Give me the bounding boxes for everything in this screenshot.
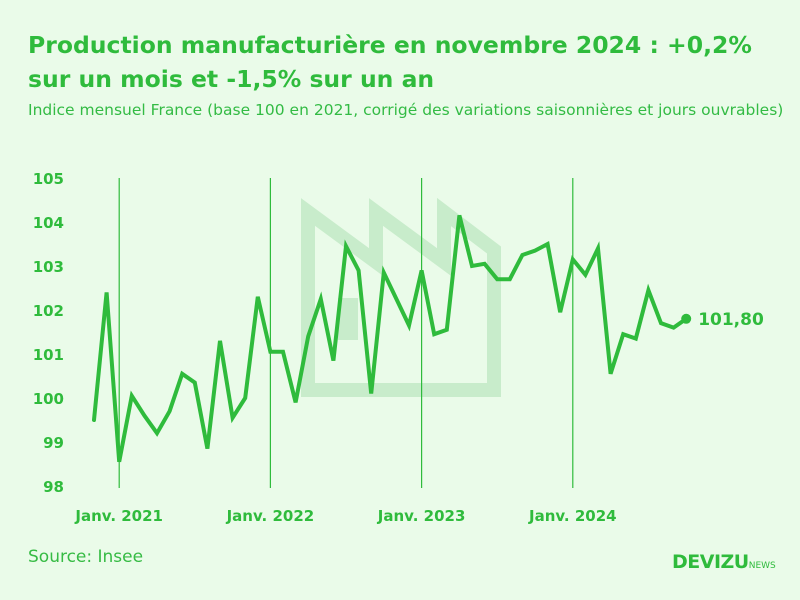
data-point [256, 295, 260, 299]
x-tick-label: Janv. 2023 [377, 507, 466, 525]
data-point [608, 372, 612, 376]
data-point [445, 328, 449, 332]
data-point [130, 394, 134, 398]
data-point [205, 446, 209, 450]
y-tick-label: 98 [43, 478, 64, 496]
data-point [293, 400, 297, 404]
y-tick-label: 99 [43, 434, 64, 452]
y-tick-label: 100 [33, 390, 64, 408]
data-point [344, 244, 348, 248]
data-point [218, 339, 222, 343]
x-tick-label: Janv. 2024 [528, 507, 617, 525]
data-point [621, 332, 625, 336]
x-tick-label: Janv. 2021 [74, 507, 163, 525]
data-point [180, 372, 184, 376]
data-point [117, 460, 121, 464]
data-point [155, 431, 159, 435]
data-point [306, 334, 310, 338]
brand-suffix: NEWS [748, 561, 776, 571]
series-line [92, 214, 689, 463]
factory-window [338, 298, 358, 340]
x-axis: Janv. 2021 Janv. 2022 Janv. 2023 Janv. 2024 [74, 507, 616, 525]
data-point [520, 253, 524, 257]
source-note: Source: Insee [28, 547, 144, 567]
y-tick-label: 103 [33, 258, 64, 276]
data-point [382, 270, 386, 274]
y-tick-label: 104 [33, 214, 64, 232]
brand-name: DEVIZU [672, 551, 749, 573]
data-point [331, 358, 335, 362]
data-point [583, 273, 587, 277]
data-point [167, 409, 171, 413]
factory-outline [301, 197, 501, 397]
data-point [356, 268, 360, 272]
y-axis: 105 104 103 102 101 100 99 98 [33, 170, 64, 496]
chart-title: Production manufacturière en novembre 20… [28, 31, 752, 93]
data-point [571, 257, 575, 261]
data-point [495, 277, 499, 281]
data-point [142, 413, 146, 417]
brand-logo: DEVIZUNEWS [672, 551, 776, 573]
data-point [646, 288, 650, 292]
data-point [394, 297, 398, 301]
factory-icon [301, 197, 501, 397]
data-point [230, 416, 234, 420]
data-point [634, 336, 638, 340]
data-point [92, 418, 96, 422]
data-point [419, 268, 423, 272]
data-point [545, 242, 549, 246]
data-point [243, 396, 247, 400]
data-point [596, 246, 600, 250]
data-point [319, 297, 323, 301]
data-point [281, 350, 285, 354]
last-value-marker [681, 313, 692, 324]
data-point [659, 321, 663, 325]
data-point [432, 332, 436, 336]
x-tick-label: Janv. 2022 [226, 507, 315, 525]
y-tick-label: 102 [33, 302, 64, 320]
data-point [533, 248, 537, 252]
data-point [470, 264, 474, 268]
data-point [558, 310, 562, 314]
last-value-label: 101,80 [698, 310, 764, 330]
data-point [193, 380, 197, 384]
y-tick-label: 105 [33, 170, 64, 188]
data-point [671, 325, 675, 329]
data-point [369, 391, 373, 395]
data-point [104, 290, 108, 294]
data-point [482, 262, 486, 266]
data-point [508, 277, 512, 281]
y-tick-label: 101 [33, 346, 64, 364]
data-point [268, 350, 272, 354]
data-point [407, 323, 411, 327]
data-point [457, 213, 461, 217]
chart-subtitle: Indice mensuel France (base 100 en 2021,… [28, 101, 784, 119]
